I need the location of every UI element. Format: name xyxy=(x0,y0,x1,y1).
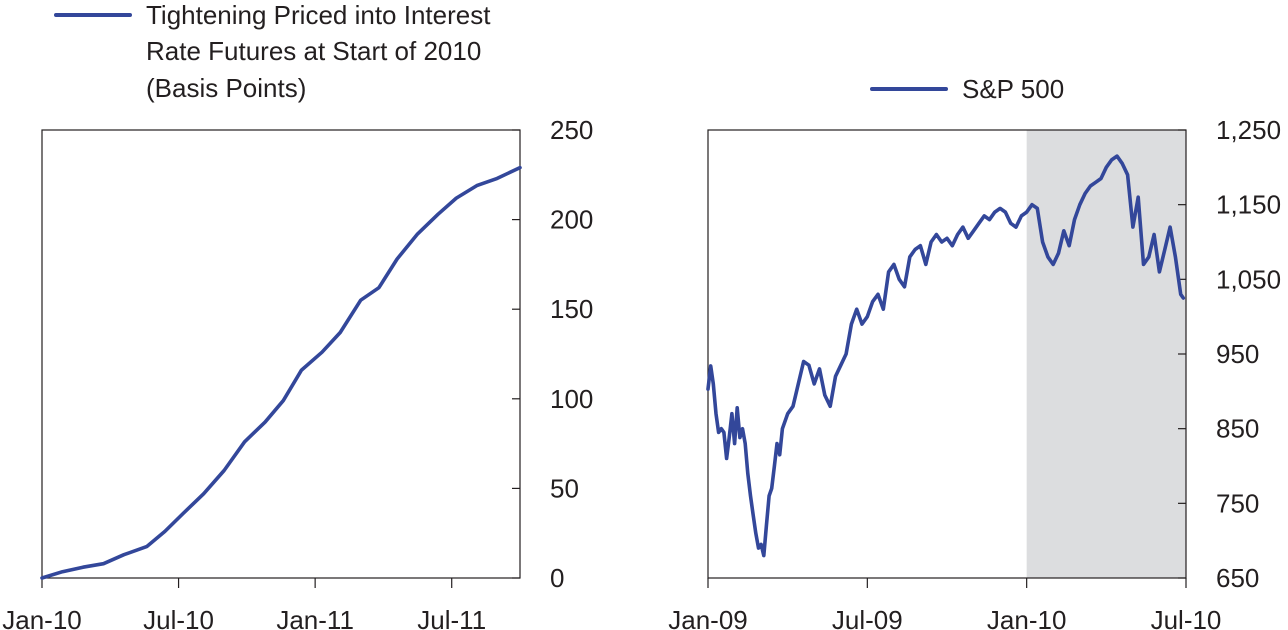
sp500-y-tick-label: 1,250 xyxy=(1216,115,1281,145)
tightening-x-tick-label: Jan-10 xyxy=(2,605,82,630)
tightening-legend-line-1: Tightening Priced into Interest xyxy=(146,0,491,30)
sp500-y-tick-label: 850 xyxy=(1216,414,1259,444)
tightening-x-tick-label: Jul-10 xyxy=(143,605,214,630)
tightening-legend-line-2: Rate Futures at Start of 2010 xyxy=(146,36,481,66)
sp500-x-tick-label: Jul-10 xyxy=(1151,605,1222,630)
tightening-y-tick-label: 50 xyxy=(550,473,579,503)
sp500-y-tick-label: 750 xyxy=(1216,488,1259,518)
tightening-y-tick-label: 250 xyxy=(550,115,593,145)
sp500-y-tick-label: 650 xyxy=(1216,563,1259,593)
sp500-legend: S&P 500 xyxy=(870,74,1064,104)
tightening-legend-line-3: (Basis Points) xyxy=(146,73,306,103)
sp500-chart: S&P 500 650 750 850 950 1,050 1,150 1,250 Jan-0… xyxy=(668,74,1281,630)
tightening-x-tick-label: Jul-11 xyxy=(417,605,486,630)
sp500-y-tick-label: 1,050 xyxy=(1216,264,1281,294)
tightening-y-tick-label: 100 xyxy=(550,384,593,414)
sp500-y-tick-label: 1,150 xyxy=(1216,190,1281,220)
sp500-series-line xyxy=(706,154,1186,558)
tightening-axis-ticks: 0 50 100 150 200 250 Jan-10 Jul-10 Jan-11 Jul-11 xyxy=(2,115,593,630)
tightening-chart: Tightening Priced into Interest Rate Fut… xyxy=(2,0,593,630)
tightening-series-line xyxy=(40,165,522,580)
tightening-legend: Tightening Priced into Interest Rate Fut… xyxy=(54,0,491,103)
tightening-y-tick-label: 200 xyxy=(550,205,593,235)
sp500-y-tick-label: 950 xyxy=(1216,339,1259,369)
sp500-x-tick-label: Jan-10 xyxy=(987,605,1067,630)
sp500-shaded-region xyxy=(1026,130,1186,578)
sp500-x-tick-label: Jul-09 xyxy=(832,605,903,630)
tightening-y-tick-label: 0 xyxy=(550,563,564,593)
sp500-axis-ticks: 650 750 850 950 1,050 1,150 1,250 Jan-09 Jul-09 J… xyxy=(668,115,1281,630)
tightening-x-tick-label: Jan-11 xyxy=(276,605,354,630)
sp500-x-tick-label: Jan-09 xyxy=(668,605,748,630)
tightening-plot-frame xyxy=(41,129,521,579)
sp500-legend-label: S&P 500 xyxy=(962,74,1064,104)
tightening-y-tick-label: 150 xyxy=(550,294,593,324)
